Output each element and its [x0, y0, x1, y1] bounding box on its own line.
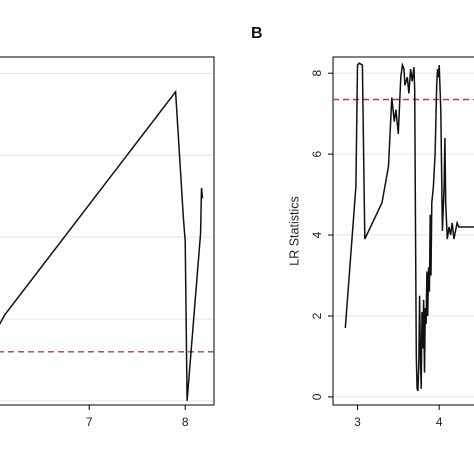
- x-tick-label: 7: [86, 415, 93, 429]
- plot-frame: [332, 56, 474, 406]
- x-tick-label: 4: [436, 415, 443, 429]
- series-line: [344, 62, 474, 392]
- x-tick-label: 3: [354, 415, 361, 429]
- series-line: [0, 89, 204, 401]
- panel-label: B: [251, 25, 263, 42]
- chart-panel-2: 3 4 0 2 4 6 8 LR Statistics B: [251, 25, 474, 429]
- y-tick-label: 2: [310, 312, 324, 319]
- y-axis-title: LR Statistics: [287, 196, 301, 265]
- x-tick-label: 8: [182, 415, 189, 429]
- y-tick-label: 0: [310, 393, 324, 400]
- plot-frame: [0, 56, 215, 406]
- y-tick-label: 4: [310, 231, 324, 238]
- y-tick-label: 8: [310, 70, 324, 77]
- y-tick-label: 6: [310, 150, 324, 157]
